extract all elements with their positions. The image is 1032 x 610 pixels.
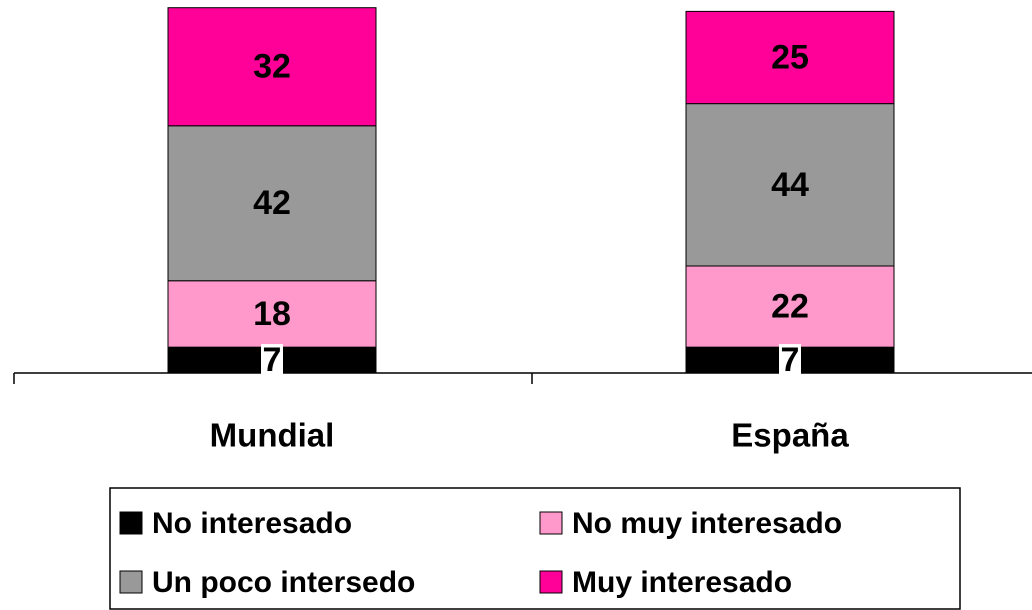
bar-segment <box>685 265 895 348</box>
legend-label: No muy interesado <box>572 507 842 540</box>
bar-segment <box>167 125 377 282</box>
value-label: 7 <box>263 341 282 379</box>
x-tick-label: España <box>731 417 849 454</box>
value-label: 44 <box>771 166 809 204</box>
legend-swatch <box>539 570 563 594</box>
bar-segment <box>167 280 377 348</box>
value-label: 7 <box>781 341 800 379</box>
legend-label: Muy interesado <box>572 566 792 599</box>
legend-label: No interesado <box>152 507 352 540</box>
value-label: 42 <box>253 184 291 222</box>
legend-swatch <box>539 511 563 535</box>
legend <box>109 487 961 610</box>
legend-swatch <box>119 570 143 594</box>
bar-segment <box>167 7 377 127</box>
label-background <box>779 344 801 377</box>
value-label: 32 <box>253 48 291 86</box>
value-label: 18 <box>253 295 291 333</box>
bar-segment <box>685 10 895 105</box>
value-label: 25 <box>771 38 809 76</box>
x-tick-label: Mundial <box>210 417 335 454</box>
legend-swatch <box>119 511 143 535</box>
value-label: 22 <box>771 288 809 326</box>
legend-label: Un poco intersedo <box>152 566 415 599</box>
label-background <box>261 344 283 377</box>
